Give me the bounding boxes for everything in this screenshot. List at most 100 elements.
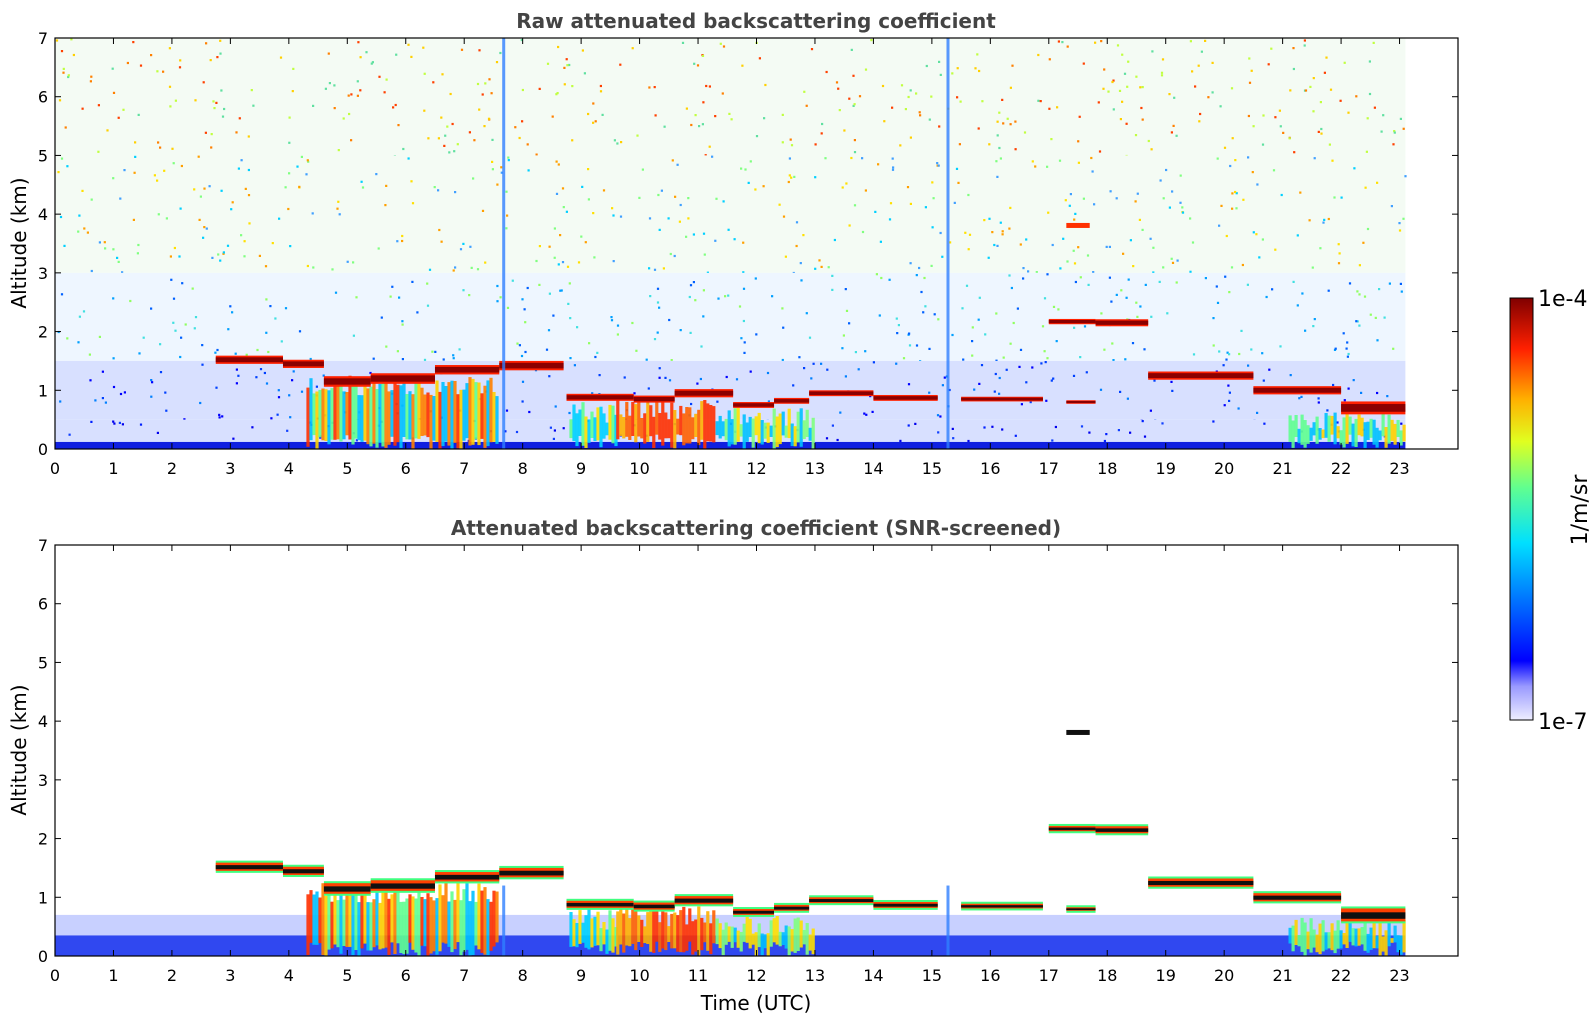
panel-screened-fallstreak	[462, 889, 466, 952]
panel-raw-noise-pixel	[909, 89, 912, 92]
panel-raw-noise-pixel	[1170, 380, 1173, 383]
panel-raw-noise-pixel	[793, 175, 796, 178]
panel-raw-noise-pixel	[1175, 281, 1178, 284]
panel-screened-fallstreak	[1288, 927, 1292, 944]
panel-raw-noise-pixel	[1228, 391, 1231, 394]
panel-raw-noise-pixel	[229, 305, 232, 308]
panel-raw-cloud-core	[434, 366, 500, 373]
panel-raw-noise-pixel	[288, 394, 291, 397]
panel-raw-noise-pixel	[265, 298, 268, 301]
panel-raw-noise-pixel	[1334, 347, 1337, 350]
panel-raw-noise-pixel	[567, 302, 570, 305]
panel-raw-noise-pixel	[263, 371, 266, 375]
panel-raw-noise-pixel	[505, 409, 509, 412]
panel-raw-noise-pixel	[1048, 58, 1051, 61]
panel-raw-noise-pixel	[871, 410, 874, 413]
panel-raw-noise-pixel	[1141, 86, 1144, 89]
panel-raw-noise-pixel	[438, 228, 441, 232]
panel-raw-noise-pixel	[899, 144, 902, 147]
panel-raw-fallstreak	[369, 386, 373, 447]
panel-raw-noise-pixel	[322, 374, 325, 377]
panel-raw-noise-pixel	[215, 386, 218, 389]
panel-raw-noise-pixel	[1278, 109, 1281, 112]
panel-raw-noise-pixel	[123, 391, 126, 394]
panel-raw-noise-pixel	[1143, 435, 1147, 438]
panel-raw-fallstreak	[1345, 411, 1349, 444]
panel-screened-fallstreak	[1387, 919, 1391, 947]
panel-raw-noise-pixel	[126, 61, 129, 65]
panel-raw-fallstreak	[447, 382, 451, 446]
panel-raw-noise-pixel	[462, 289, 465, 292]
panel-raw-noise-pixel	[255, 376, 258, 379]
panel-raw-noise-pixel	[1090, 156, 1093, 160]
panel-raw-noise-pixel	[663, 125, 666, 128]
panel-screened-fallstreak	[1366, 933, 1370, 953]
panel-raw-noise-pixel	[1340, 196, 1343, 199]
panel-raw-noise-pixel	[440, 240, 443, 243]
panel-raw-fallstreak	[685, 407, 689, 444]
panel-raw-noise-pixel	[888, 278, 891, 281]
panel-raw-noise-pixel	[468, 131, 471, 134]
panel-raw-noise-pixel	[174, 99, 177, 102]
panel-raw-noise-pixel	[937, 431, 940, 434]
panel-raw-noise-pixel	[1046, 357, 1049, 360]
panel-raw-noise-pixel	[742, 241, 745, 244]
panel-raw-noise-pixel	[699, 377, 702, 381]
panel-raw-noise-pixel	[156, 179, 159, 182]
panel-raw-noise-pixel	[348, 112, 351, 116]
panel-raw-noise-pixel	[685, 235, 688, 238]
panel-raw-noise-pixel	[481, 93, 484, 96]
colorbar-min-label: 1e-7	[1538, 710, 1587, 735]
panel-raw-noise-pixel	[174, 329, 177, 332]
panel-raw-fallstreak	[682, 413, 686, 446]
panel-raw-noise-pixel	[204, 131, 207, 134]
panel-raw-noise-pixel	[506, 306, 510, 309]
panel-raw-noise-pixel	[309, 357, 312, 361]
panel-raw-noise-pixel	[221, 415, 224, 418]
panel-raw-noise-pixel	[218, 416, 221, 419]
panel-raw-noise-pixel	[1355, 320, 1358, 323]
panel-screened-fallstreak	[441, 895, 445, 943]
panel-raw-noise-pixel	[507, 156, 510, 159]
panel-raw-fallstreak	[745, 422, 749, 442]
panel-screened-fallstreak	[1321, 920, 1325, 952]
panel-raw-noise-pixel	[248, 222, 251, 225]
panel-raw-noise-pixel	[998, 146, 1001, 150]
panel-raw-noise-pixel	[478, 108, 481, 111]
panel-raw-noise-pixel	[1141, 228, 1144, 231]
panel-raw-noise-pixel	[845, 182, 848, 185]
panel-raw-noise-pixel	[1320, 132, 1323, 135]
panel-raw-noise-pixel	[60, 50, 64, 53]
panel-raw-noise-pixel	[361, 186, 365, 189]
panel-screened-cloud-core	[1048, 827, 1096, 831]
panel-raw-fallstreak	[724, 418, 728, 441]
panel-screened-xtick-label: 22	[1331, 966, 1351, 985]
panel-raw-noise-pixel	[937, 318, 940, 321]
panel-screened-fallstreak	[628, 918, 632, 947]
panel-screened-fallstreak	[474, 901, 478, 946]
panel-raw-noise-pixel	[507, 159, 510, 162]
panel-raw-noise-pixel	[1261, 143, 1265, 146]
panel-raw-noise-pixel	[104, 247, 107, 250]
panel-raw-fallstreak	[408, 391, 412, 440]
panel-raw-noise-pixel	[861, 157, 864, 160]
panel-screened-fallstreak	[1330, 923, 1334, 951]
panel-screened-fallstreak	[417, 890, 421, 956]
panel-raw-noise-pixel	[356, 80, 359, 83]
panel-raw-noise-pixel	[842, 334, 845, 337]
panel-raw-noise-pixel	[184, 323, 187, 326]
panel-raw-noise-pixel	[212, 100, 215, 103]
panel-raw-fallstreak	[441, 382, 445, 447]
panel-raw-noise-pixel	[956, 67, 959, 70]
panel-raw-noise-pixel	[165, 217, 168, 220]
panel-raw-noise-pixel	[118, 421, 121, 424]
panel-raw-fallstreak	[1294, 415, 1298, 437]
panel-raw-noise-pixel	[431, 350, 434, 353]
panel-raw-fallstreak	[351, 381, 355, 445]
panel-screened-fallstreak	[477, 883, 481, 950]
panel-raw-noise-pixel	[696, 64, 700, 67]
panel-raw-noise-pixel	[1002, 122, 1005, 125]
panel-raw-noise-pixel	[1012, 321, 1015, 325]
panel-raw-noise-pixel	[1057, 308, 1060, 311]
panel-raw-noise-pixel	[70, 38, 73, 41]
